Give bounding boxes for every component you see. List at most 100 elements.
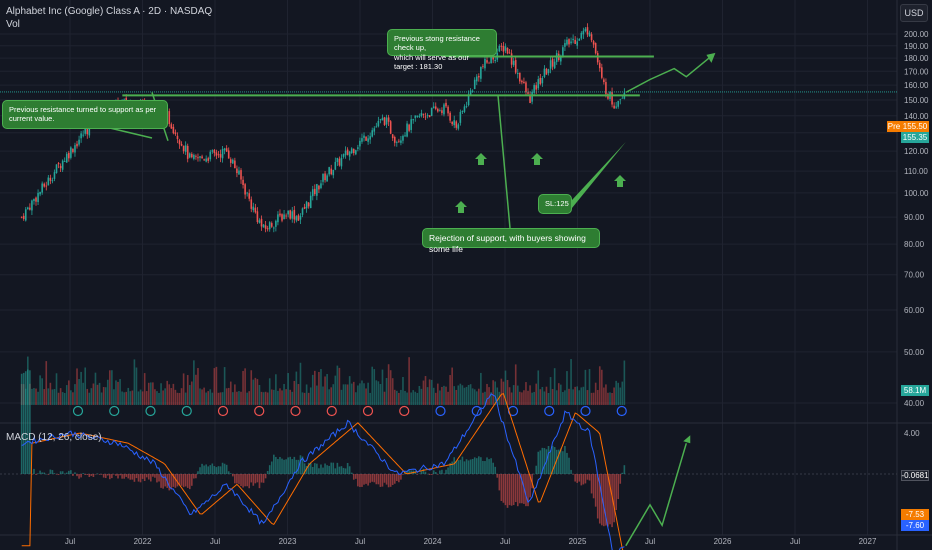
support-note: Previous resistance turned to support as…: [9, 105, 157, 124]
macd-histogram-bar: [613, 474, 615, 523]
macd-histogram-bar: [451, 461, 453, 474]
candle-body: [244, 184, 246, 195]
volume-bar: [244, 368, 246, 405]
volume-bar: [332, 384, 335, 405]
volume-bar: [90, 388, 93, 405]
candle-body: [61, 160, 64, 170]
candle-body: [402, 135, 404, 141]
macd-histogram-bar: [527, 474, 529, 507]
volume-bar: [111, 370, 113, 405]
candle-body: [576, 41, 579, 46]
volume-bar: [617, 382, 620, 405]
candle-body: [352, 148, 355, 154]
candle-body: [601, 67, 603, 78]
volume-bar: [223, 367, 226, 405]
candle-body: [508, 52, 511, 54]
volume-bar: [74, 384, 76, 405]
candle-body: [211, 150, 214, 152]
candle-body: [498, 45, 501, 52]
volume-bar: [473, 389, 476, 405]
volume-bar: [570, 359, 572, 405]
volume-bar: [326, 374, 328, 405]
volume-bar: [533, 391, 535, 405]
macd-histogram-bar: [277, 459, 279, 474]
volume-bar: [295, 371, 298, 405]
macd-histogram-bar: [180, 474, 183, 486]
volume-bar: [33, 388, 35, 405]
volume-bar: [266, 392, 269, 405]
macd-histogram-bar: [564, 445, 566, 474]
candle-body: [369, 136, 371, 140]
time-tick-label: 2026: [714, 537, 732, 546]
volume-bar: [330, 387, 333, 405]
volume-bar: [443, 385, 445, 405]
volume-bar: [463, 387, 466, 405]
volume-bar: [541, 387, 544, 405]
macd-histogram-bar: [31, 474, 33, 475]
macd-histogram-bar: [193, 474, 195, 479]
candle-body: [428, 115, 431, 118]
candle-body: [416, 115, 419, 117]
volume-bar: [387, 364, 390, 405]
macd-histogram-bar: [29, 370, 31, 474]
volume-bar: [297, 384, 300, 405]
macd-histogram-bar: [543, 448, 546, 474]
macd-histogram-bar: [309, 462, 312, 474]
macd-histogram-bar: [607, 474, 609, 527]
candle-body: [22, 215, 25, 219]
candle-body: [469, 90, 472, 96]
volume-bar: [45, 361, 48, 405]
macd-histogram-bar: [301, 456, 304, 474]
macd-histogram-bar: [314, 463, 316, 474]
stop-loss-pointer: [572, 141, 626, 208]
volume-bar: [109, 370, 111, 405]
candle-body: [70, 147, 72, 158]
macd-histogram-bar: [119, 474, 121, 476]
candle-body: [225, 148, 228, 152]
macd-histogram-bar: [37, 473, 39, 474]
candle-body: [340, 157, 343, 167]
candle-body: [250, 199, 253, 209]
macd-histogram-bar: [574, 474, 576, 482]
macd-histogram-bar: [475, 458, 478, 474]
macd-histogram-bar: [588, 474, 591, 481]
volume-bar: [601, 369, 603, 405]
volume-bar: [471, 388, 474, 405]
macd-histogram-bar: [86, 474, 89, 475]
candle-body: [572, 38, 574, 41]
rejection-note: Rejection of support, with buyers showin…: [429, 233, 586, 254]
price-tick-label: 40.00: [904, 399, 925, 408]
candle-body: [486, 60, 488, 63]
macd-histogram-bar: [355, 474, 357, 479]
time-tick-label: Jul: [65, 537, 75, 546]
candle-body: [463, 106, 466, 112]
volume-bar: [174, 389, 177, 405]
macd-histogram-bar: [318, 468, 320, 474]
candle-body: [418, 115, 421, 117]
macd-histogram-bar: [256, 474, 259, 483]
macd-histogram-bar: [441, 469, 443, 474]
volume-bar: [37, 391, 39, 405]
candle-body: [311, 189, 314, 197]
macd-histogram-bar: [332, 462, 335, 474]
earnings-marker: [362, 405, 374, 417]
macd-histogram-bar: [344, 468, 347, 474]
macd-histogram-bar: [221, 462, 224, 474]
macd-histogram-bar: [35, 474, 37, 475]
volume-bar: [72, 392, 74, 405]
volume-bar: [270, 389, 273, 405]
candle-body: [414, 115, 417, 118]
candle-body: [410, 119, 412, 130]
volume-bar: [426, 387, 429, 405]
last-price-tag: 155.35: [901, 132, 929, 143]
candle-body: [256, 211, 259, 222]
candle-body: [549, 60, 552, 69]
volume-bar: [104, 387, 107, 405]
macd-histogram-bar: [205, 464, 207, 474]
candle-body: [371, 130, 374, 137]
currency-button[interactable]: USD: [900, 4, 928, 22]
macd-histogram-bar: [551, 445, 554, 474]
volume-bar: [168, 384, 171, 405]
macd-histogram-bar: [537, 451, 540, 474]
